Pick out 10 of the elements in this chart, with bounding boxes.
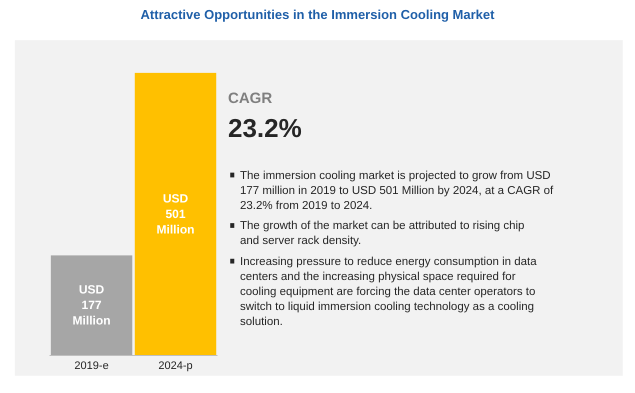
x-tick-label: 2019-e — [74, 360, 109, 372]
data-label: USD 501 Million — [156, 191, 195, 237]
x-tick-label: 2024-p — [158, 360, 193, 372]
data-label: USD 177 Million — [72, 282, 111, 328]
text: The immersion cooling market is projected to grow from USD 177 million in 2019 to USD 501 Million by 2024, at a CAGR of 23.2% from 2019 to 2024. — [240, 170, 554, 212]
text: 23.2% — [228, 113, 302, 143]
text: CAGR — [228, 90, 272, 107]
text: Increasing pressure to reduce energy consumption in data centers and the increasing physical space required for cooling equipment are forcing the data center operators to switch to liquid immersion cooling technology as a cooling solution. — [240, 256, 538, 328]
text: Attractive Opportunities in the Immersion Cooling Market — [140, 6, 496, 22]
text: The growth of the market can be attributed to rising chip and server rack density. — [240, 220, 524, 247]
